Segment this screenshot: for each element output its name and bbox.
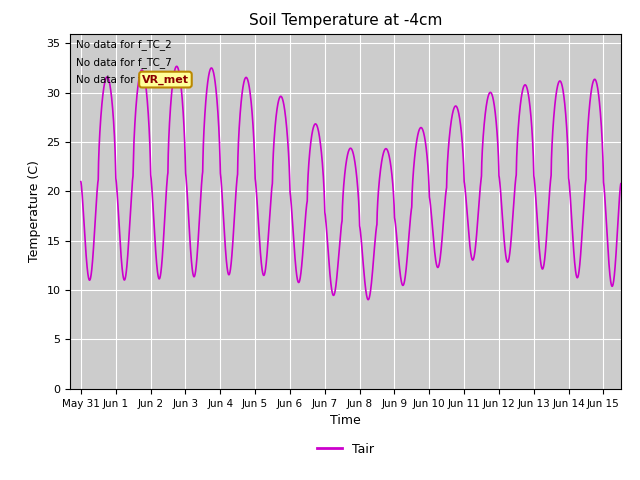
X-axis label: Time: Time <box>330 414 361 427</box>
Text: No data for f_TC_2: No data for f_TC_2 <box>76 39 172 50</box>
Text: No data for f_TC_12: No data for f_TC_12 <box>76 74 179 85</box>
Legend: Tair: Tair <box>312 438 379 461</box>
Title: Soil Temperature at -4cm: Soil Temperature at -4cm <box>249 13 442 28</box>
Text: No data for f_TC_7: No data for f_TC_7 <box>76 57 172 68</box>
Text: VR_met: VR_met <box>142 74 189 84</box>
Y-axis label: Temperature (C): Temperature (C) <box>28 160 41 262</box>
